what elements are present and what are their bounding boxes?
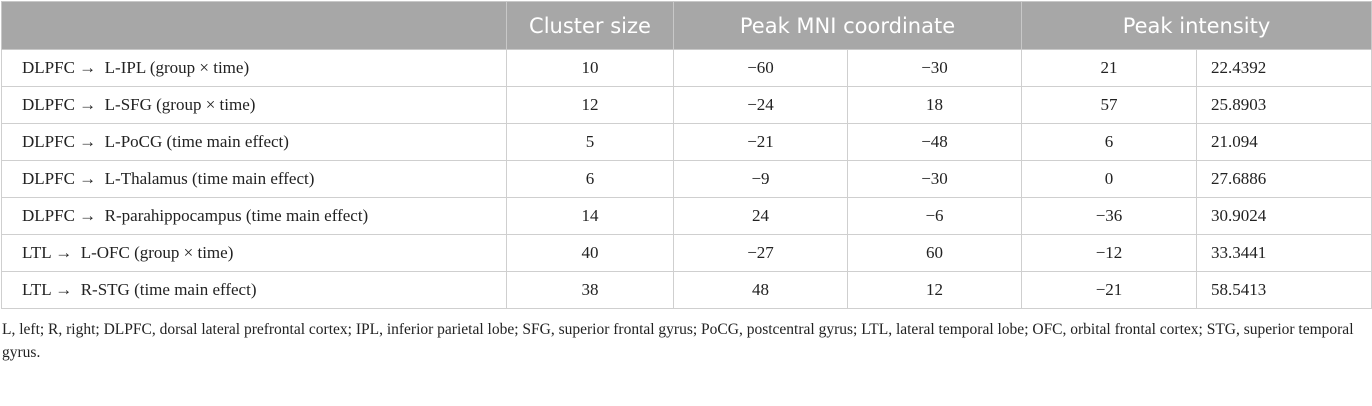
table-row: DLPFC → R-parahippocampus (time main eff… xyxy=(1,197,1372,235)
table-cell: 6 xyxy=(1021,123,1197,161)
header-cell: Peak intensity xyxy=(1021,1,1372,50)
table-cell: DLPFC → R-parahippocampus (time main eff… xyxy=(1,197,507,235)
table-cell: 38 xyxy=(506,271,674,309)
table-cell: 14 xyxy=(506,197,674,235)
table-row: LTL → R-STG (time main effect) 38 48 12 −21 5… xyxy=(1,271,1372,309)
table-cell: 21 xyxy=(1021,49,1197,87)
table-cell: −27 xyxy=(673,234,848,272)
table-cell: 12 xyxy=(506,86,674,124)
table-body: DLPFC → L-IPL (group × time) 10 −60 −30 21 22… xyxy=(1,49,1372,309)
table-cell: 6 xyxy=(506,160,674,198)
table-cell: −9 xyxy=(673,160,848,198)
table-cell: −12 xyxy=(1021,234,1197,272)
header-row: Cluster size Peak MNI coordinate Peak in… xyxy=(1,1,1372,50)
table-row: LTL → L-OFC (group × time) 40 −27 60 −12 33.3… xyxy=(1,234,1372,272)
table-row: DLPFC → L-SFG (group × time) 12 −24 18 57 25.… xyxy=(1,86,1372,124)
table-cell: LTL → R-STG (time main effect) xyxy=(1,271,507,309)
table-cell: 40 xyxy=(506,234,674,272)
data-table: Cluster size Peak MNI coordinate Peak in… xyxy=(1,1,1372,309)
table-cell: 25.8903 xyxy=(1196,86,1372,124)
table-cell: DLPFC → L-PoCG (time main effect) xyxy=(1,123,507,161)
table-cell: 58.5413 xyxy=(1196,271,1372,309)
table-cell: 21.094 xyxy=(1196,123,1372,161)
table-cell: 22.4392 xyxy=(1196,49,1372,87)
table-cell: −21 xyxy=(673,123,848,161)
table-cell: 48 xyxy=(673,271,848,309)
table-cell: DLPFC → L-IPL (group × time) xyxy=(1,49,507,87)
table-row: DLPFC → L-PoCG (time main effect) 5 −21 −48… xyxy=(1,123,1372,161)
table-cell: −21 xyxy=(1021,271,1197,309)
table-row: DLPFC → L-Thalamus (time main effect) 6 −9… xyxy=(1,160,1372,198)
table-cell: 5 xyxy=(506,123,674,161)
table-cell: 57 xyxy=(1021,86,1197,124)
table-cell: DLPFC → L-SFG (group × time) xyxy=(1,86,507,124)
table-cell: −6 xyxy=(847,197,1022,235)
table-row: DLPFC → L-IPL (group × time) 10 −60 −30 21 22… xyxy=(1,49,1372,87)
footnote: L, left; R, right; DLPFC, dorsal lateral… xyxy=(2,321,1354,361)
header-cell: Peak MNI coordinate xyxy=(673,1,1022,50)
table-cell: 27.6886 xyxy=(1196,160,1372,198)
table-cell: −60 xyxy=(673,49,848,87)
table-cell: −30 xyxy=(847,49,1022,87)
table-cell: 24 xyxy=(673,197,848,235)
table-cell: 12 xyxy=(847,271,1022,309)
table-cell: LTL → L-OFC (group × time) xyxy=(1,234,507,272)
table-cell: 10 xyxy=(506,49,674,87)
table-cell: 30.9024 xyxy=(1196,197,1372,235)
header-cell xyxy=(1,1,507,50)
table-cell: 60 xyxy=(847,234,1022,272)
table-cell: 18 xyxy=(847,86,1022,124)
table-cell: −24 xyxy=(673,86,848,124)
header-cell: Cluster size xyxy=(506,1,674,50)
table-cell: −48 xyxy=(847,123,1022,161)
table-cell: −30 xyxy=(847,160,1022,198)
table-cell: DLPFC → L-Thalamus (time main effect) xyxy=(1,160,507,198)
table-cell: 0 xyxy=(1021,160,1197,198)
table-cell: 33.3441 xyxy=(1196,234,1372,272)
table-cell: −36 xyxy=(1021,197,1197,235)
